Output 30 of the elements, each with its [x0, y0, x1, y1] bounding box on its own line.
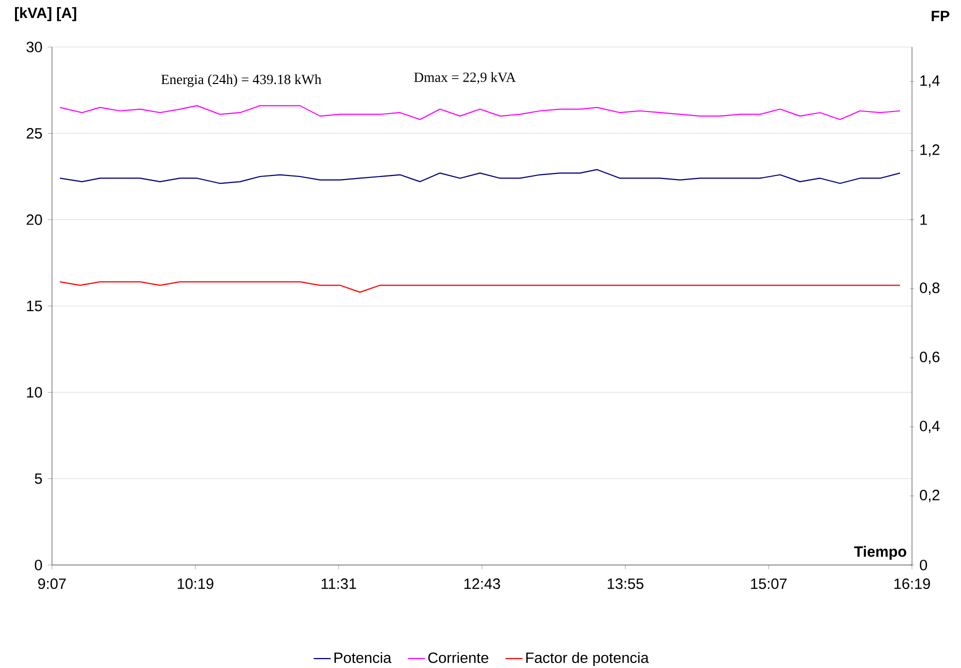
- x-tick-label: 9:07: [38, 578, 66, 590]
- y-tick-label: 20: [26, 214, 42, 225]
- legend-label: Potencia: [334, 652, 392, 664]
- x-tick-label: 15:07: [751, 578, 787, 590]
- y2-tick-label: 0,6: [920, 352, 940, 364]
- y-tick-label: 5: [34, 473, 42, 484]
- x-tick-label: 10:19: [178, 578, 214, 590]
- legend-label: Corriente: [428, 652, 488, 664]
- annotation: Dmax = 22,9 kVA: [414, 72, 516, 84]
- x-tick-label: 16:19: [894, 578, 930, 590]
- x-tick-label: 12:43: [464, 578, 500, 590]
- annotation: Energia (24h) = 439.18 kWh: [161, 74, 322, 88]
- y2-tick-label: 0,8: [920, 282, 940, 295]
- y-tick-label: 10: [27, 387, 42, 398]
- y-tick-label: 15: [27, 300, 42, 312]
- y2-tick-label: 0,4: [920, 420, 940, 434]
- y2-tick-label: 1,2: [920, 144, 940, 157]
- y2-tick-label: 0: [920, 560, 928, 570]
- x-tick-label: 11:31: [322, 578, 356, 590]
- y2-axis-title: FP: [932, 10, 950, 22]
- y-tick-label: 25: [26, 128, 42, 139]
- y-tick-label: 0: [34, 560, 42, 570]
- x-axis-title: Tiempo: [854, 546, 906, 560]
- legend-label: Factor de potencia: [526, 652, 649, 666]
- y-tick-label: 30: [26, 42, 42, 52]
- x-tick-label: 13:55: [608, 578, 644, 590]
- y-axis-title: [kVA] [A]: [15, 7, 76, 22]
- y2-tick-label: 1,4: [920, 75, 940, 88]
- y2-tick-label: 0,2: [920, 490, 940, 502]
- y2-tick-label: 1: [920, 214, 927, 225]
